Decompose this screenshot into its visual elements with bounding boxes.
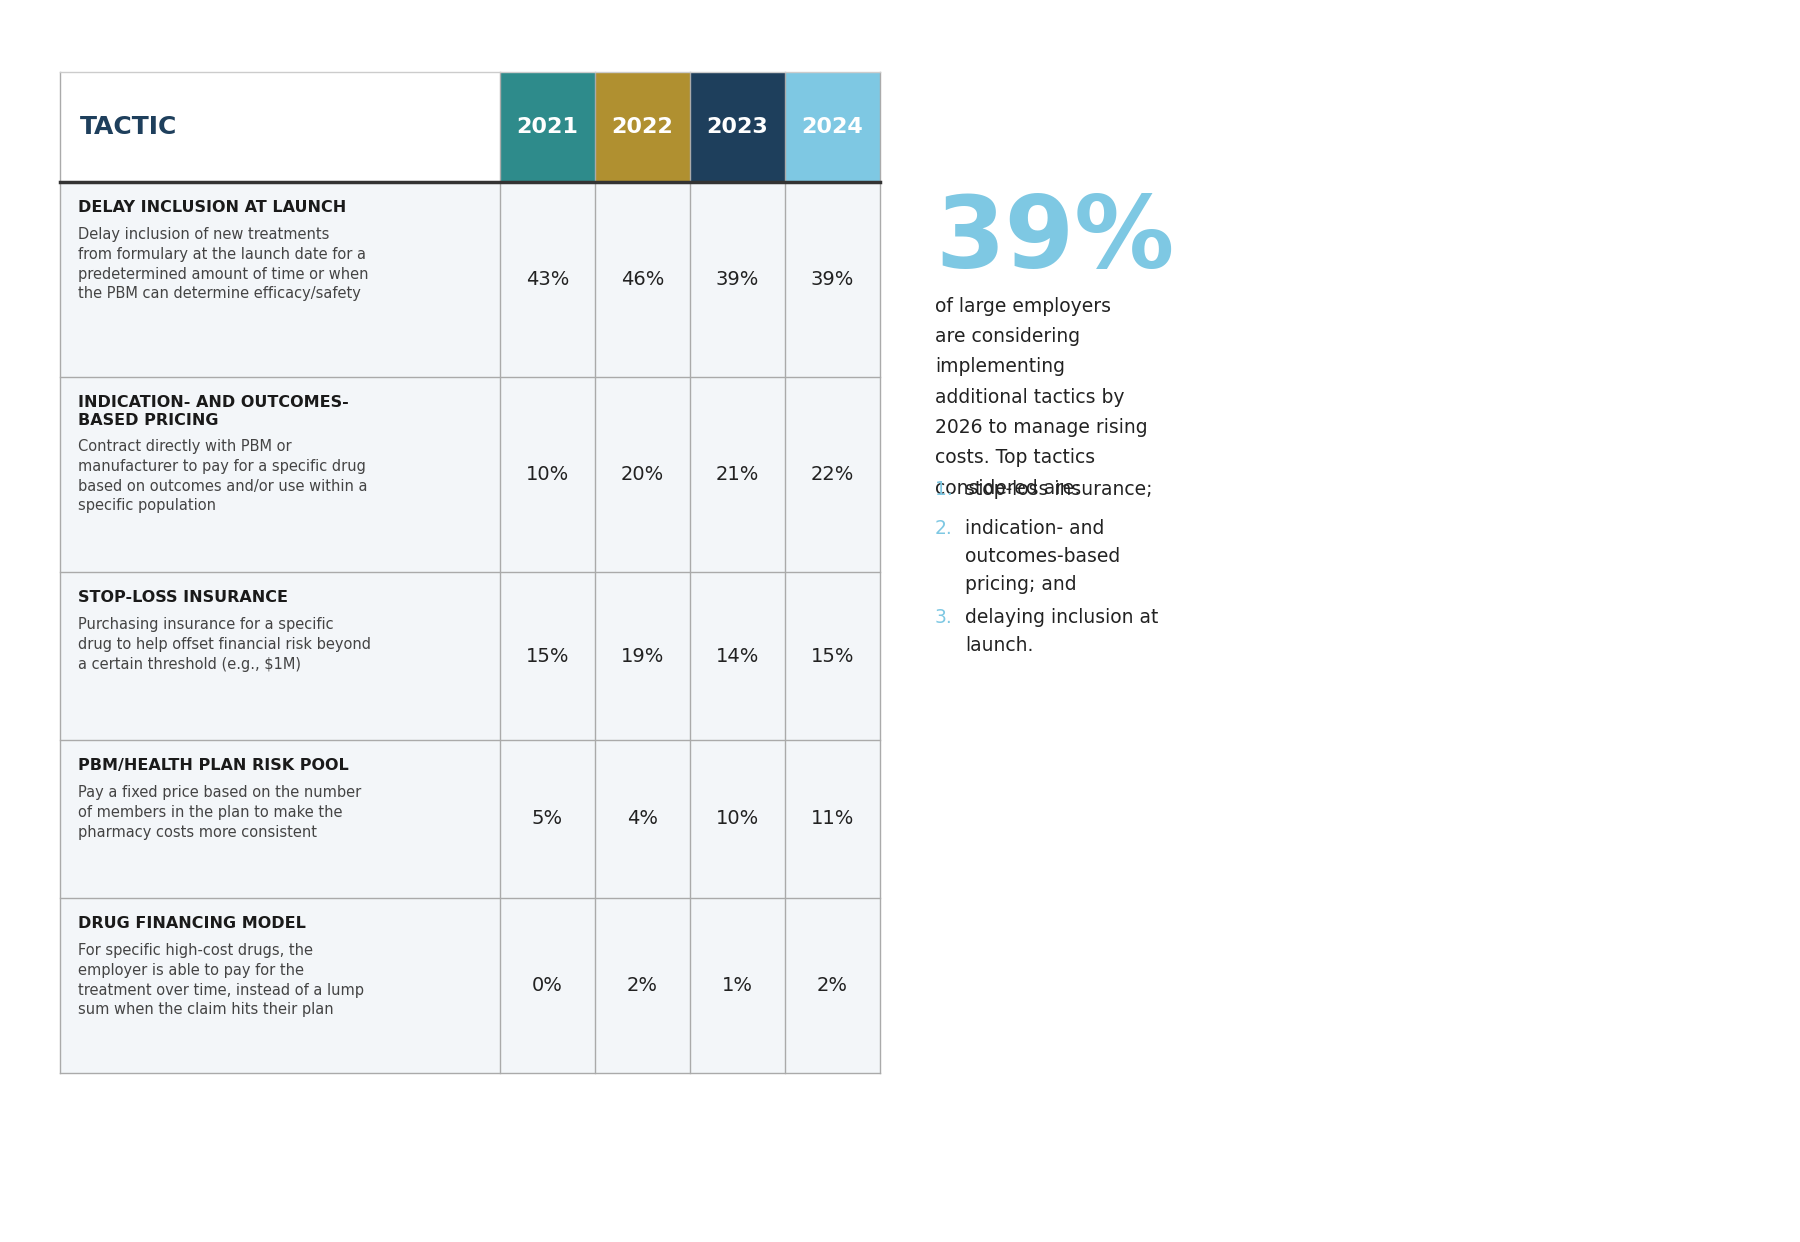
Bar [596, 573, 689, 740]
Text: 4%: 4% [626, 810, 659, 828]
Text: stop-loss insurance;: stop-loss insurance; [965, 479, 1152, 499]
Text: PBM/HEALTH PLAN RISK POOL: PBM/HEALTH PLAN RISK POOL [77, 758, 349, 773]
Bar [596, 183, 689, 378]
Text: 46%: 46% [621, 270, 664, 289]
Bar [689, 573, 785, 740]
Text: 5%: 5% [533, 810, 563, 828]
Text: 39%: 39% [934, 193, 1174, 289]
Text: 2%: 2% [626, 976, 659, 995]
Text: indication- and
outcomes-based
pricing; and: indication- and outcomes-based pricing; … [965, 519, 1120, 594]
Text: 2024: 2024 [801, 117, 864, 137]
Bar [500, 183, 596, 378]
Text: 15%: 15% [526, 647, 569, 666]
Bar [59, 740, 500, 898]
Text: DELAY INCLUSION AT LAUNCH: DELAY INCLUSION AT LAUNCH [77, 200, 346, 215]
Bar [785, 898, 880, 1073]
Bar [785, 573, 880, 740]
Text: INDICATION- AND OUTCOMES-
BASED PRICING: INDICATION- AND OUTCOMES- BASED PRICING [77, 395, 349, 428]
Text: 0%: 0% [533, 976, 563, 995]
Bar [689, 183, 785, 378]
Text: 22%: 22% [810, 465, 855, 484]
Bar [596, 740, 689, 898]
Text: delaying inclusion at
launch.: delaying inclusion at launch. [965, 609, 1159, 655]
Text: 39%: 39% [716, 270, 760, 289]
Text: 15%: 15% [810, 647, 855, 666]
Text: 1%: 1% [722, 976, 752, 995]
Bar [785, 183, 880, 378]
Bar [596, 72, 689, 183]
Bar [689, 740, 785, 898]
Text: 20%: 20% [621, 465, 664, 484]
Text: Contract directly with PBM or
manufacturer to pay for a specific drug
based on o: Contract directly with PBM or manufactur… [77, 438, 367, 513]
Bar [689, 898, 785, 1073]
Text: 2022: 2022 [612, 117, 673, 137]
Bar [500, 573, 596, 740]
Text: 2023: 2023 [707, 117, 769, 137]
Text: TACTIC: TACTIC [79, 116, 178, 139]
Text: 39%: 39% [810, 270, 855, 289]
Text: Pay a fixed price based on the number
of members in the plan to make the
pharmac: Pay a fixed price based on the number of… [77, 785, 362, 840]
Text: 2.: 2. [934, 519, 952, 538]
Bar [500, 898, 596, 1073]
Text: 2021: 2021 [517, 117, 578, 137]
Bar [785, 740, 880, 898]
Bar [689, 378, 785, 573]
Text: STOP-LOSS INSURANCE: STOP-LOSS INSURANCE [77, 590, 288, 605]
Bar [500, 740, 596, 898]
Bar [59, 573, 500, 740]
Text: 1.: 1. [934, 479, 952, 499]
Bar [500, 72, 596, 183]
Bar [59, 183, 500, 378]
Text: 2%: 2% [817, 976, 848, 995]
Text: Delay inclusion of new treatments
from formulary at the launch date for a
predet: Delay inclusion of new treatments from f… [77, 227, 369, 302]
Bar [785, 72, 880, 183]
Bar [596, 898, 689, 1073]
Text: 19%: 19% [621, 647, 664, 666]
Text: 43%: 43% [526, 270, 569, 289]
Bar [500, 378, 596, 573]
Text: 3.: 3. [934, 609, 952, 627]
Text: For specific high-cost drugs, the
employer is able to pay for the
treatment over: For specific high-cost drugs, the employ… [77, 943, 364, 1017]
Text: 11%: 11% [810, 810, 855, 828]
Text: Purchasing insurance for a specific
drug to help offset financial risk beyond
a : Purchasing insurance for a specific drug… [77, 617, 371, 672]
Bar [596, 378, 689, 573]
Text: DRUG FINANCING MODEL: DRUG FINANCING MODEL [77, 917, 306, 932]
Text: 10%: 10% [716, 810, 760, 828]
Bar [689, 72, 785, 183]
Bar [59, 898, 500, 1073]
Text: 10%: 10% [526, 465, 569, 484]
Text: 21%: 21% [716, 465, 760, 484]
Bar [59, 378, 500, 573]
Text: of large employers
are considering
implementing
additional tactics by
2026 to ma: of large employers are considering imple… [934, 297, 1148, 498]
Bar [785, 378, 880, 573]
Bar [59, 72, 500, 183]
Text: 14%: 14% [716, 647, 760, 666]
